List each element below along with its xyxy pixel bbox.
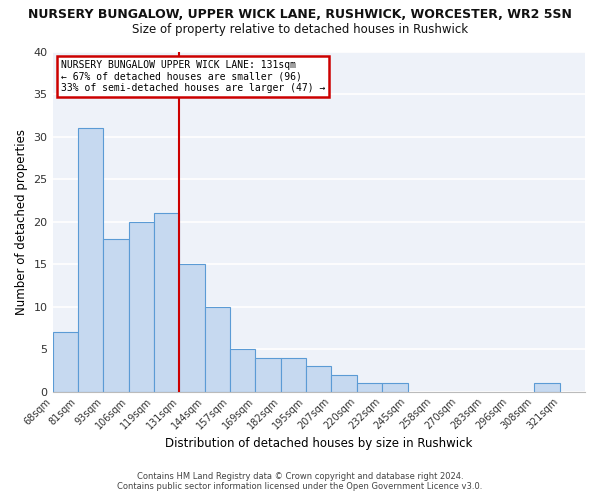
- Text: Size of property relative to detached houses in Rushwick: Size of property relative to detached ho…: [132, 22, 468, 36]
- Bar: [53, 332, 78, 392]
- Text: Contains HM Land Registry data © Crown copyright and database right 2024.
Contai: Contains HM Land Registry data © Crown c…: [118, 472, 482, 491]
- Y-axis label: Number of detached properties: Number of detached properties: [15, 128, 28, 314]
- Bar: [306, 366, 331, 392]
- Bar: [230, 349, 256, 392]
- Bar: [154, 213, 179, 392]
- Bar: [256, 358, 281, 392]
- Bar: [357, 383, 382, 392]
- Bar: [534, 383, 560, 392]
- Bar: [281, 358, 306, 392]
- Bar: [128, 222, 154, 392]
- Bar: [205, 306, 230, 392]
- Text: NURSERY BUNGALOW, UPPER WICK LANE, RUSHWICK, WORCESTER, WR2 5SN: NURSERY BUNGALOW, UPPER WICK LANE, RUSHW…: [28, 8, 572, 20]
- Bar: [179, 264, 205, 392]
- X-axis label: Distribution of detached houses by size in Rushwick: Distribution of detached houses by size …: [165, 437, 472, 450]
- Bar: [331, 374, 357, 392]
- Bar: [382, 383, 407, 392]
- Bar: [103, 238, 128, 392]
- Bar: [78, 128, 103, 392]
- Text: NURSERY BUNGALOW UPPER WICK LANE: 131sqm
← 67% of detached houses are smaller (9: NURSERY BUNGALOW UPPER WICK LANE: 131sqm…: [61, 60, 325, 93]
